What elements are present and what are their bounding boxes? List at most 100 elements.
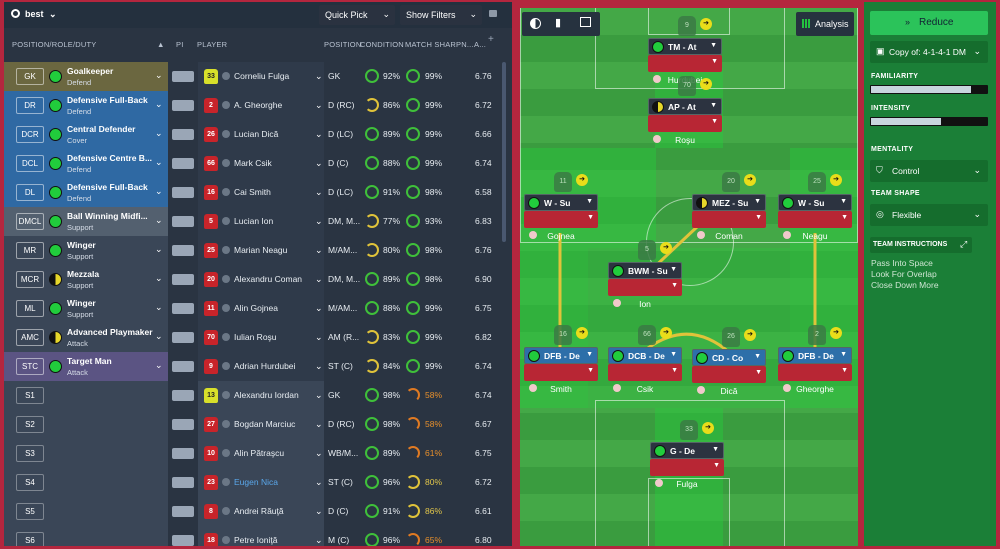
role-cell[interactable] xyxy=(4,91,168,120)
player-arrow-icon[interactable]: ➔ xyxy=(744,174,756,186)
player-selector[interactable]: Hurdubei▼ xyxy=(648,55,722,85)
sub-row[interactable]: S1 13 Alexandru Iordan ⌄ GK 98% 58% 6.74 xyxy=(4,381,512,410)
position-code[interactable]: S6 xyxy=(16,532,44,546)
player-cell[interactable] xyxy=(198,468,324,497)
info-icon[interactable] xyxy=(222,188,230,196)
chevron-down-icon[interactable]: ⌄ xyxy=(315,216,323,226)
player-card[interactable]: DFB - De ▼ Smith ▼ xyxy=(524,347,598,394)
lineup-row[interactable]: ML Winger Support ⌄ 11 Alin Gojnea ⌄ M/AM... 88%… xyxy=(4,294,512,323)
chevron-down-icon[interactable]: ⌄ xyxy=(315,506,323,516)
player-instructions-icon[interactable] xyxy=(172,71,194,82)
sub-row[interactable]: S3 10 Alin Pătraşcu ⌄ WB/M... 89% 61% 6.75 xyxy=(4,439,512,468)
role-cell[interactable] xyxy=(4,352,168,381)
position-code[interactable]: S5 xyxy=(16,503,44,520)
player-card[interactable]: G - De ▼ Fulga ▼ xyxy=(650,442,724,489)
player-selector[interactable]: Fulga ▼ xyxy=(650,459,724,489)
chevron-down-icon[interactable]: ⌄ xyxy=(155,99,163,109)
lineup-row[interactable]: DR Defensive Full-Back Defend ⌄ 2 A. Gheorghe… xyxy=(4,91,512,120)
player-cell[interactable] xyxy=(198,207,324,236)
role-cell[interactable] xyxy=(4,207,168,236)
role-cell[interactable] xyxy=(4,497,168,526)
info-icon[interactable] xyxy=(222,217,230,225)
lineup-row[interactable]: STC Target Man Attack ⌄ 9 Adrian Hurdubei ⌄ ST … xyxy=(4,352,512,381)
chevron-down-icon[interactable]: ⌄ xyxy=(315,187,323,197)
info-icon[interactable] xyxy=(222,275,230,283)
player-name[interactable]: Lucian Ion xyxy=(234,216,274,226)
image-icon[interactable] xyxy=(580,17,591,27)
player-instructions-icon[interactable] xyxy=(172,274,194,285)
info-icon[interactable] xyxy=(613,384,621,392)
player-name[interactable]: Mark Csik xyxy=(234,158,272,168)
player-selector[interactable]: Coman ▼ xyxy=(692,211,766,241)
player-instructions-icon[interactable] xyxy=(172,245,194,256)
player-instructions-icon[interactable] xyxy=(172,303,194,314)
info-icon[interactable] xyxy=(655,479,663,487)
quick-pick-button[interactable]: Quick Pick ⌄ xyxy=(319,5,395,25)
player-name[interactable]: Adrian Hurdubei xyxy=(234,361,296,371)
player-name[interactable]: Alexandru Iordan xyxy=(234,390,299,400)
chevron-down-icon[interactable]: ⌄ xyxy=(315,129,323,139)
position-code[interactable]: MR xyxy=(16,242,44,259)
info-icon[interactable] xyxy=(653,135,661,143)
player-name[interactable]: Alin Pătraşcu xyxy=(234,448,285,458)
info-icon[interactable] xyxy=(783,384,791,392)
player-selector[interactable]: Ion ▼ xyxy=(608,279,682,309)
role-cell[interactable] xyxy=(4,236,168,265)
sort-arrow-icon[interactable]: ▲ xyxy=(157,40,165,49)
player-cell[interactable] xyxy=(198,381,324,410)
role-cell[interactable] xyxy=(4,381,168,410)
player-card[interactable]: DCB - De ▼ Csik ▼ xyxy=(608,347,682,394)
info-icon[interactable] xyxy=(529,231,537,239)
position-code[interactable]: DL xyxy=(16,184,44,201)
instruction-item[interactable]: Close Down More xyxy=(871,280,939,290)
header-condition[interactable]: CONDITION xyxy=(360,40,404,49)
player-instructions-icon[interactable] xyxy=(172,216,194,227)
position-code[interactable]: DCR xyxy=(16,126,44,143)
player-arrow-icon[interactable]: ➔ xyxy=(830,174,842,186)
player-card[interactable]: DFB - De ▼ Gheorghe ▼ xyxy=(778,347,852,394)
info-icon[interactable] xyxy=(222,478,230,486)
player-arrow-icon[interactable]: ➔ xyxy=(702,422,714,434)
role-cell[interactable] xyxy=(4,323,168,352)
info-icon[interactable] xyxy=(222,101,230,109)
chevron-down-icon[interactable]: ⌄ xyxy=(315,158,323,168)
player-arrow-icon[interactable]: ➔ xyxy=(660,242,672,254)
info-icon[interactable] xyxy=(222,449,230,457)
player-card[interactable]: W - Su ▼ Gojnea ▼ xyxy=(524,194,598,241)
info-icon[interactable] xyxy=(222,391,230,399)
role-selector[interactable]: AP - At ▼ xyxy=(648,98,722,115)
player-instructions-icon[interactable] xyxy=(172,361,194,372)
info-icon[interactable] xyxy=(529,384,537,392)
chevron-down-icon[interactable]: ⌄ xyxy=(155,186,163,196)
sub-row[interactable]: S2 27 Bogdan Marciuc ⌄ D (RC) 98% 58% 6.67 xyxy=(4,410,512,439)
player-instructions-icon[interactable] xyxy=(172,187,194,198)
player-cell[interactable] xyxy=(198,91,324,120)
scrollbar[interactable] xyxy=(502,62,506,242)
position-code[interactable]: S3 xyxy=(16,445,44,462)
role-cell[interactable] xyxy=(4,120,168,149)
role-cell[interactable] xyxy=(4,149,168,178)
chevron-down-icon[interactable]: ⌄ xyxy=(155,244,163,254)
position-code[interactable]: STC xyxy=(16,358,44,375)
info-icon[interactable] xyxy=(222,246,230,254)
info-icon[interactable] xyxy=(653,75,661,83)
player-card[interactable]: W - Su ▼ Neagu ▼ xyxy=(778,194,852,241)
player-name[interactable]: Bogdan Marciuc xyxy=(234,419,296,429)
player-name[interactable]: Eugen Nica xyxy=(234,477,278,487)
tactic-selector[interactable]: ▣ Copy of: 4-1-4-1 DM ⌄ xyxy=(870,41,988,63)
chevron-down-icon[interactable]: ⌄ xyxy=(315,390,323,400)
position-code[interactable]: DMCL xyxy=(16,213,44,230)
lineup-row[interactable]: DMCL Ball Winning Midfi... Support ⌄ 5 Lucian… xyxy=(4,207,512,236)
player-name[interactable]: Alexandru Coman xyxy=(234,274,303,284)
player-cell[interactable] xyxy=(198,62,324,91)
lineup-row[interactable]: DCR Central Defender Cover ⌄ 26 Lucian Dică ⌄ D… xyxy=(4,120,512,149)
player-card[interactable]: CD - Co ▼ Dică ▼ xyxy=(692,349,766,396)
player-arrow-icon[interactable]: ➔ xyxy=(830,327,842,339)
header-position-role-duty[interactable]: POSITION/ROLE/DUTY xyxy=(12,40,97,49)
player-instructions-icon[interactable] xyxy=(172,448,194,459)
position-code[interactable]: DR xyxy=(16,97,44,114)
bar-chart-icon[interactable]: ▮ xyxy=(555,17,562,29)
player-arrow-icon[interactable]: ➔ xyxy=(700,78,712,90)
player-instructions-icon[interactable] xyxy=(172,419,194,430)
lineup-row[interactable]: DL Defensive Full-Back Defend ⌄ 16 Cai Smith ⌄… xyxy=(4,178,512,207)
